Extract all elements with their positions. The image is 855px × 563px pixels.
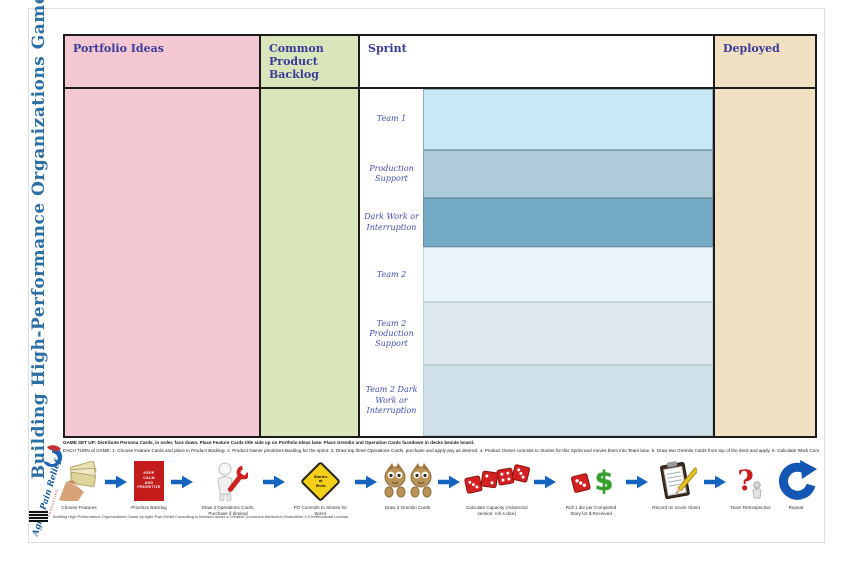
turn-instructions: EACH TURN of GAME: 1. Choose Feature Car… (63, 448, 819, 453)
repair-figure-icon (217, 462, 248, 502)
step-calculate-capacity: Calculate Capacity (Advanced version: ro… (464, 459, 530, 516)
license-mark-icon (29, 510, 48, 522)
sprint-row-label-dark-work: Dark Work or Interruption (364, 212, 419, 232)
board-header-row: Portfolio Ideas Common Product Backlog S… (65, 36, 815, 89)
step-team-retrospective: ? Team Retrospective (730, 459, 771, 511)
column-header-portfolio-ideas: Portfolio Ideas (65, 36, 261, 87)
page-title-text: Building High-Performance Organizations … (29, 0, 49, 480)
gremlins-icon (384, 463, 431, 498)
step-po-commits-stories: Stories at Work PO Commits to Stories fo… (289, 459, 351, 516)
step-draw-gremlin-cards: Draw 2 Gremlin Cards (382, 459, 434, 511)
flow-arrow-icon (263, 475, 286, 489)
column-header-common-product-backlog: Common Product Backlog (261, 36, 360, 87)
agile-pain-relief-swirl-icon (43, 445, 63, 467)
sprint-row-bands (423, 89, 713, 436)
turn-steps-flow: Choose Features KEEP CALM AND PRIORITIZE… (57, 459, 817, 531)
sprint-row-label-team1: Team 1 (376, 114, 407, 124)
question-mark-icon: ? (737, 464, 754, 497)
step-label: Prioritize Backlog (131, 505, 167, 510)
flow-arrow-icon (626, 475, 649, 489)
sprint-band-team2-production-support (423, 301, 713, 366)
step-choose-features: Choose Features (57, 459, 101, 511)
step-prioritize-backlog: KEEP CALM AND PRIORITIZE Prioritize Back… (131, 459, 167, 511)
step-label: Draw 2 Gremlin Cards (384, 505, 431, 510)
dice-icon (464, 464, 530, 494)
clipboard-icon (660, 461, 698, 500)
question-figure-icon: ? (737, 459, 763, 503)
step-label: Calculate Capacity (Advanced version: ro… (465, 505, 528, 516)
road-sign-icon: Stories at Work (299, 460, 341, 502)
step-draw-operations-cards: Draw 3 Operations Cards, Purchase if des… (197, 459, 259, 516)
sprint-lane-body: Team 1 Production Support Dark Work or I… (360, 89, 713, 436)
column-header-sprint: Sprint (360, 36, 715, 87)
flow-arrow-icon (437, 475, 460, 489)
red-die-icon (570, 473, 591, 493)
step-label: Team Retrospective (730, 505, 771, 510)
step-label: Record on Score Sheet (652, 505, 701, 510)
flow-arrow-icon (170, 475, 193, 489)
step-label: Roll 1 die per Completed Story for $ Rec… (565, 505, 617, 516)
sprint-row-label-team2-dark-work: Team 2 Dark Work or Interruption (365, 385, 418, 416)
money-hand-icon (59, 461, 97, 501)
sprint-band-team1 (423, 89, 713, 150)
keep-calm-poster-icon: KEEP CALM AND PRIORITIZE (134, 461, 164, 501)
deployed-lane (715, 89, 815, 436)
sprint-row-label-team2-production-support: Team 2 Production Support (369, 318, 414, 349)
game-poster: Building High-Performance Organizations … (28, 0, 825, 543)
step-label: Choose Features (61, 505, 97, 510)
sprint-band-production-support (423, 150, 713, 198)
repeat-icon (779, 460, 817, 500)
setup-instructions: GAME SET UP: Distribute Persona Cards, i… (63, 440, 475, 445)
page-title: Building High-Performance Organizations … (11, 0, 67, 479)
die-dollar-icon: $ (569, 459, 614, 503)
flow-arrow-icon (355, 475, 378, 489)
brand-logo: Agile Pain Relief CONSULTING (5, 433, 115, 538)
license-text: Building High Performance Organizations … (53, 514, 350, 519)
common-product-backlog-lane (261, 89, 360, 436)
game-board: Portfolio Ideas Common Product Backlog S… (63, 34, 817, 438)
flow-arrow-icon (533, 475, 556, 489)
sprint-row-labels: Team 1 Production Support Dark Work or I… (360, 89, 423, 436)
flow-arrow-icon (105, 475, 128, 489)
dollar-sign-icon: $ (594, 465, 614, 497)
sprint-band-team2 (423, 247, 713, 302)
board-body-row: Team 1 Production Support Dark Work or I… (65, 89, 815, 436)
sprint-lane: Team 1 Production Support Dark Work or I… (360, 89, 715, 436)
flow-arrow-icon (704, 475, 727, 489)
step-label: PO Commits to Stories for Sprint (293, 505, 347, 516)
step-repeat: Repeat (775, 459, 817, 511)
thinker-figure-icon (752, 481, 762, 499)
step-roll-for-money: $ Roll 1 die per Completed Story for $ R… (560, 459, 622, 516)
step-record-score: Record on Score Sheet (652, 459, 700, 511)
column-header-deployed: Deployed (715, 36, 815, 87)
step-label: Draw 3 Operations Cards, Purchase if des… (201, 505, 255, 516)
portfolio-ideas-lane (65, 89, 261, 436)
sprint-band-team2-dark-work (423, 365, 713, 436)
sprint-row-label-team2: Team 2 (376, 269, 407, 279)
sprint-band-dark-work (423, 197, 713, 248)
sprint-row-label-production-support: Production Support (369, 163, 414, 183)
step-label: Repeat (788, 505, 804, 510)
